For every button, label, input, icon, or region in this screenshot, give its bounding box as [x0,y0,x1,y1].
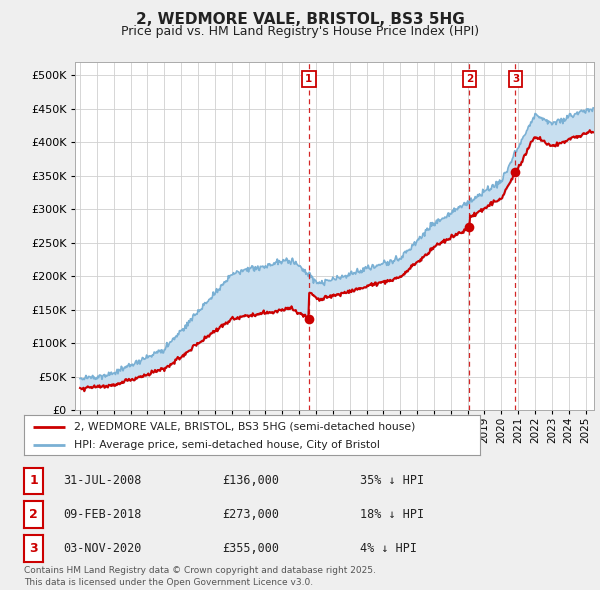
Text: 2: 2 [29,508,38,521]
Text: 4% ↓ HPI: 4% ↓ HPI [360,542,417,555]
Text: 18% ↓ HPI: 18% ↓ HPI [360,508,424,521]
Text: 31-JUL-2008: 31-JUL-2008 [63,474,142,487]
Text: 2, WEDMORE VALE, BRISTOL, BS3 5HG: 2, WEDMORE VALE, BRISTOL, BS3 5HG [136,12,464,27]
Text: Price paid vs. HM Land Registry's House Price Index (HPI): Price paid vs. HM Land Registry's House … [121,25,479,38]
Text: 1: 1 [29,474,38,487]
Text: £136,000: £136,000 [222,474,279,487]
Text: £355,000: £355,000 [222,542,279,555]
Text: £273,000: £273,000 [222,508,279,521]
Text: 03-NOV-2020: 03-NOV-2020 [63,542,142,555]
Text: Contains HM Land Registry data © Crown copyright and database right 2025.
This d: Contains HM Land Registry data © Crown c… [24,566,376,587]
Text: 35% ↓ HPI: 35% ↓ HPI [360,474,424,487]
Text: 2: 2 [466,74,473,84]
Text: HPI: Average price, semi-detached house, City of Bristol: HPI: Average price, semi-detached house,… [74,441,380,450]
Text: 09-FEB-2018: 09-FEB-2018 [63,508,142,521]
Text: 3: 3 [29,542,38,555]
Text: 1: 1 [305,74,313,84]
Text: 3: 3 [512,74,519,84]
Text: 2, WEDMORE VALE, BRISTOL, BS3 5HG (semi-detached house): 2, WEDMORE VALE, BRISTOL, BS3 5HG (semi-… [74,422,416,432]
